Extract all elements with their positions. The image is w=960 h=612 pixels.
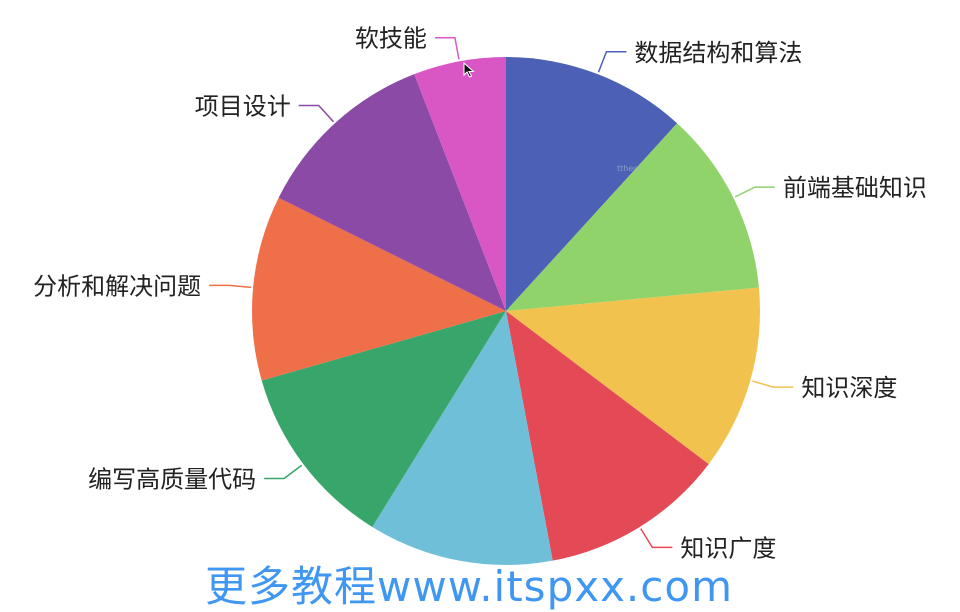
slice-label: 编写高质量代码 xyxy=(88,466,256,494)
pie-slice xyxy=(372,311,553,566)
pie-slice xyxy=(506,287,760,465)
pie-slice xyxy=(506,57,678,311)
pie-slice xyxy=(506,311,709,561)
cursor-icon xyxy=(463,62,475,78)
slice-label: 项目设计 xyxy=(195,93,291,121)
leader-line xyxy=(640,528,673,549)
pie-leader-lines xyxy=(209,36,794,549)
leader-line xyxy=(298,104,335,123)
slice-label: 分析和解决问题 xyxy=(33,272,201,300)
watermark: 更多教程www.itspxx.com xyxy=(205,562,733,611)
leader-line xyxy=(434,36,460,60)
slice-label: 数据结构和算法 xyxy=(634,39,802,67)
slice-label: 知识深度 xyxy=(801,374,897,402)
pie-slice xyxy=(278,74,506,311)
pie-slice xyxy=(414,57,506,311)
slice-label: 知识广度 xyxy=(680,534,776,562)
leader-line xyxy=(264,464,303,480)
pie-slices xyxy=(252,57,760,566)
faint-mark: tthecc xyxy=(617,164,643,173)
leader-line xyxy=(734,186,775,198)
pie-slice xyxy=(506,123,759,311)
leader-line xyxy=(209,284,252,289)
leader-line xyxy=(597,51,627,73)
slice-label: 前端基础知识 xyxy=(783,174,927,202)
slice-label: 软技能 xyxy=(355,25,427,53)
pie-slice xyxy=(261,311,506,527)
pie-slice xyxy=(252,197,506,381)
leader-line xyxy=(752,380,794,388)
